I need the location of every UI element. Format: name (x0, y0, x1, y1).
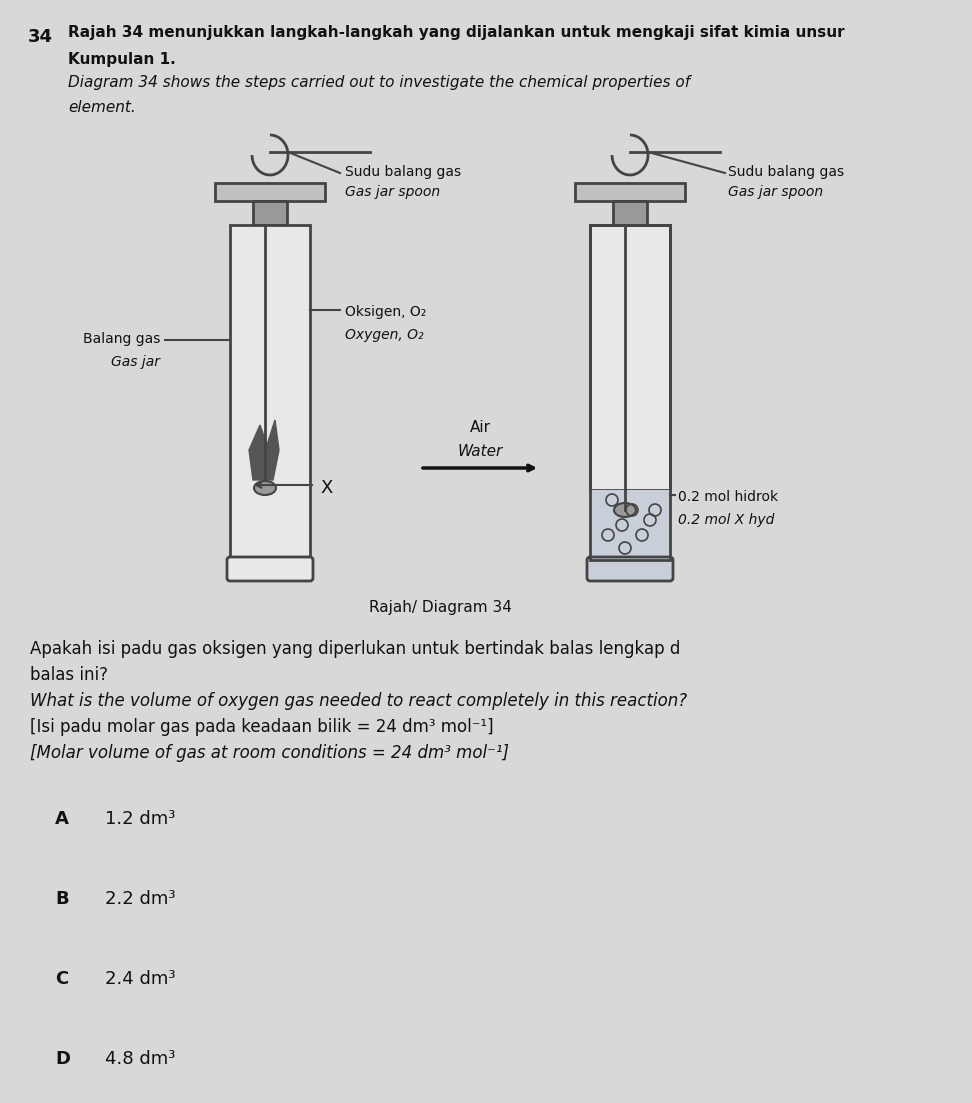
Text: Kumpulan 1.: Kumpulan 1. (68, 52, 176, 67)
Text: Gas jar spoon: Gas jar spoon (345, 185, 440, 199)
FancyBboxPatch shape (587, 557, 673, 581)
Text: Balang gas: Balang gas (83, 332, 160, 346)
Text: Apakah isi padu gas oksigen yang diperlukan untuk bertindak balas lengkap d: Apakah isi padu gas oksigen yang diperlu… (30, 640, 680, 658)
Text: Gas jar spoon: Gas jar spoon (728, 185, 823, 199)
Text: What is the volume of oxygen gas needed to react completely in this reaction?: What is the volume of oxygen gas needed … (30, 692, 687, 710)
Ellipse shape (254, 481, 276, 495)
Text: 4.8 dm³: 4.8 dm³ (105, 1050, 175, 1068)
Text: Oksigen, O₂: Oksigen, O₂ (345, 306, 427, 319)
Text: 34: 34 (28, 28, 53, 46)
Text: element.: element. (68, 100, 136, 115)
Bar (230, 225, 310, 560)
Text: Sudu balang gas: Sudu balang gas (345, 165, 461, 179)
Text: Rajah/ Diagram 34: Rajah/ Diagram 34 (368, 600, 511, 615)
Text: 2.4 dm³: 2.4 dm³ (105, 970, 176, 988)
Polygon shape (249, 420, 279, 480)
Text: D: D (55, 1050, 70, 1068)
Text: 0.2 mol hidrok: 0.2 mol hidrok (678, 490, 779, 504)
Bar (590, 225, 670, 490)
Ellipse shape (614, 503, 636, 517)
Text: Gas jar: Gas jar (111, 355, 160, 370)
Text: Rajah 34 menunjukkan langkah-langkah yang dijalankan untuk mengkaji sifat kimia : Rajah 34 menunjukkan langkah-langkah yan… (68, 25, 845, 40)
Bar (215, 183, 325, 201)
Text: C: C (55, 970, 68, 988)
Text: [Molar volume of gas at room conditions = 24 dm³ mol⁻¹]: [Molar volume of gas at room conditions … (30, 745, 509, 762)
Text: Oxygen, O₂: Oxygen, O₂ (345, 328, 424, 342)
Bar (253, 201, 287, 225)
Text: Water: Water (458, 445, 503, 459)
Text: A: A (55, 810, 69, 828)
FancyBboxPatch shape (227, 557, 313, 581)
Text: [Isi padu molar gas pada keadaan bilik = 24 dm³ mol⁻¹]: [Isi padu molar gas pada keadaan bilik =… (30, 718, 494, 736)
Bar (613, 201, 647, 225)
Text: Sudu balang gas: Sudu balang gas (728, 165, 844, 179)
Text: balas ini?: balas ini? (30, 666, 108, 684)
Text: 0.2 mol X hyd: 0.2 mol X hyd (678, 513, 775, 527)
Text: Diagram 34 shows the steps carried out to investigate the chemical properties of: Diagram 34 shows the steps carried out t… (68, 75, 690, 90)
Bar (590, 490, 670, 560)
Bar (590, 225, 670, 560)
Text: X: X (320, 479, 332, 497)
Text: 2.2 dm³: 2.2 dm³ (105, 890, 176, 908)
Text: B: B (55, 890, 69, 908)
Bar (575, 183, 685, 201)
Text: Air: Air (469, 420, 491, 435)
Text: 1.2 dm³: 1.2 dm³ (105, 810, 175, 828)
